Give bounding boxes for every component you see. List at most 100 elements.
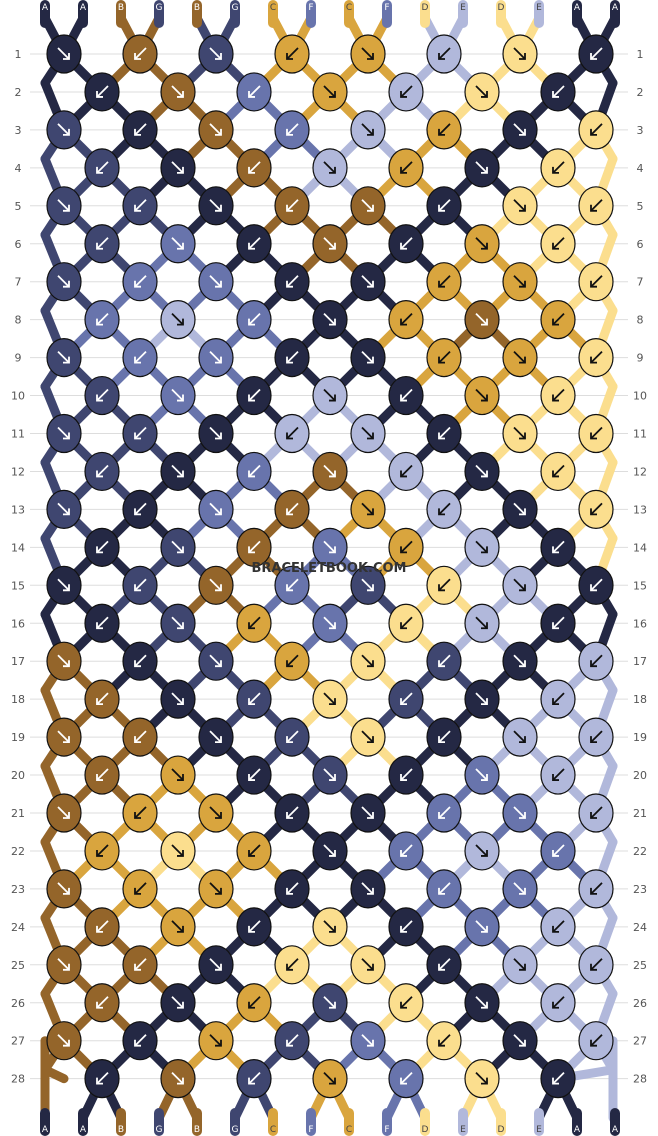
knot [236, 831, 272, 871]
knot [312, 983, 348, 1023]
row-number-right: 10 [633, 390, 647, 403]
knot [84, 375, 120, 416]
knot [122, 110, 158, 150]
strand-top: B [116, 0, 126, 28]
knot-arrow-icon [475, 85, 488, 98]
row-number-right: 6 [637, 238, 644, 251]
row-number-left: 18 [11, 693, 25, 706]
knot-arrow-icon [590, 123, 603, 136]
strand-bottom: B [192, 1108, 202, 1136]
knot-arrow-icon [475, 161, 488, 174]
strand-letter: E [536, 3, 542, 13]
knot [464, 224, 500, 264]
row-number-left: 2 [15, 86, 22, 99]
row-number-left: 13 [11, 503, 25, 516]
knot [502, 793, 538, 833]
row-number-right: 11 [633, 428, 647, 441]
knot-arrow-icon [96, 85, 109, 98]
knot-arrow-icon [209, 730, 222, 743]
knot [122, 338, 158, 378]
knot-arrow-icon [513, 730, 526, 743]
row-number-left: 25 [11, 959, 25, 972]
knot [122, 34, 158, 74]
row-number-left: 19 [11, 731, 25, 744]
strand-letter: B [118, 1125, 124, 1135]
knot-arrow-icon [96, 1072, 109, 1085]
knot-arrow-icon [552, 161, 565, 174]
strand-letter: G [232, 3, 239, 13]
knot-arrow-icon [400, 616, 413, 630]
knot-arrow-icon [134, 123, 147, 136]
knot [84, 72, 120, 112]
knot-arrow-icon [323, 237, 336, 250]
knot [388, 755, 424, 795]
knot [502, 338, 538, 378]
strand-letter: A [574, 1125, 581, 1135]
knot [540, 72, 576, 112]
knot [426, 565, 462, 605]
knot-arrow-icon [57, 426, 70, 440]
knot-arrow-icon [513, 47, 526, 60]
strand-bottom: B [116, 1108, 126, 1136]
knot [84, 983, 120, 1023]
knot-arrow-icon [323, 388, 336, 402]
knot-arrow-icon [209, 578, 222, 592]
knot-arrow-icon [134, 578, 147, 592]
knot [274, 489, 310, 529]
knot-arrow-icon [209, 426, 222, 440]
knot [312, 375, 348, 416]
knot-arrow-icon [57, 1034, 70, 1047]
knot-arrow-icon [248, 161, 261, 174]
knot-arrow-icon [438, 502, 451, 516]
strand-bottom: D [420, 1108, 430, 1136]
strand-letter: F [384, 3, 389, 13]
knot-arrow-icon [361, 199, 374, 212]
knot-arrow-icon [323, 85, 336, 98]
strand-letter: F [384, 1125, 389, 1135]
knot-arrow-icon [590, 47, 603, 60]
knot-arrow-icon [96, 464, 109, 478]
strand-letter: D [422, 3, 429, 13]
knot-arrow-icon [209, 47, 222, 60]
strand-bottom: A [40, 1108, 50, 1136]
knot [236, 983, 272, 1023]
row-number-left: 4 [15, 162, 22, 175]
knot-arrow-icon [96, 540, 109, 554]
row-number-left: 8 [15, 314, 22, 327]
knot-arrow-icon [134, 426, 147, 440]
row-number-left: 28 [11, 1073, 25, 1086]
knot [84, 224, 120, 264]
knot-arrow-icon [552, 1072, 565, 1085]
knot [198, 489, 234, 529]
knot-arrow-icon [475, 616, 488, 630]
knot [464, 527, 500, 567]
knot [160, 148, 196, 188]
knot [350, 262, 386, 302]
strand-label-layer: A A B G B G C F C F D E D E A A A A B G B G C F C F D E D E A A [40, 0, 620, 1136]
knot-arrow-icon [209, 350, 222, 364]
knot-arrow-icon [590, 958, 603, 971]
knot [540, 983, 576, 1023]
knot [160, 375, 196, 416]
knot [198, 262, 234, 302]
knot-arrow-icon [134, 47, 147, 60]
knot [198, 338, 234, 378]
knot [122, 793, 158, 833]
strand-letter: E [460, 3, 466, 13]
knot-arrow-icon [134, 275, 147, 288]
strand-letter: G [156, 1125, 163, 1135]
knot-arrow-icon [323, 464, 336, 478]
knot-arrow-icon [400, 161, 413, 174]
row-number-right: 18 [633, 693, 647, 706]
knot-arrow-icon [552, 388, 565, 402]
knot-arrow-icon [513, 502, 526, 516]
knot [46, 262, 82, 302]
knot [122, 413, 158, 454]
knot-arrow-icon [475, 464, 488, 478]
knot-arrow-icon [475, 996, 488, 1009]
knot-arrow-icon [96, 616, 109, 630]
knot [464, 831, 500, 871]
knot-arrow-icon [513, 806, 526, 819]
knot [160, 679, 196, 719]
